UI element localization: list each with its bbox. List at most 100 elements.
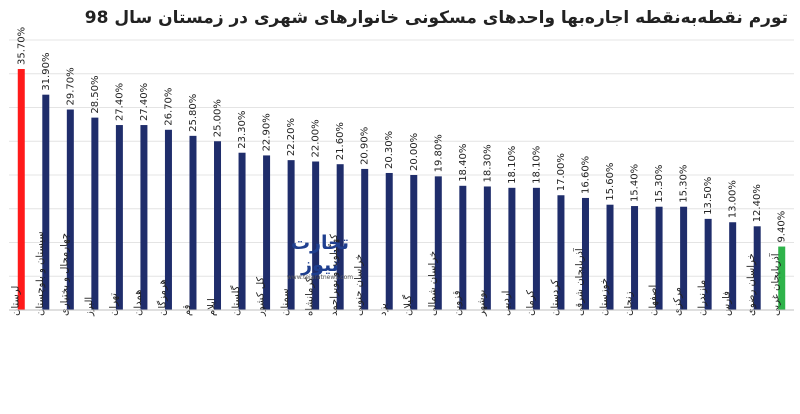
category-label: هرمزگان <box>156 279 168 316</box>
value-label: 15.30% <box>679 165 690 203</box>
value-label: 15.30% <box>654 165 665 203</box>
bar <box>17 69 25 311</box>
bar <box>581 197 589 310</box>
watermark-text: تجارت نیوز <box>291 232 349 276</box>
value-label: 15.60% <box>605 163 616 201</box>
chart-title: تورم نقطه‌به‌نقطه اجاره‌بها واحدهای مسکو… <box>84 8 788 28</box>
category-label: سیستان و بلوچستان <box>35 231 46 316</box>
category-label: تهران <box>108 293 119 316</box>
bar <box>532 187 540 310</box>
value-label: 20.30% <box>384 131 395 169</box>
category-label: سمنان <box>280 288 291 316</box>
value-label: 19.80% <box>433 134 444 172</box>
bar <box>557 195 565 310</box>
bar <box>606 204 614 310</box>
value-label: 27.40% <box>139 83 150 121</box>
category-label: خوزستان <box>599 278 610 316</box>
bar <box>434 176 442 310</box>
bar <box>91 117 99 310</box>
category-label: کل کشور <box>256 277 267 317</box>
bar <box>704 218 712 310</box>
bar <box>753 226 761 310</box>
value-label: 23.30% <box>237 111 248 149</box>
value-label: 22.00% <box>311 119 322 157</box>
value-label: 9.40% <box>777 211 788 243</box>
value-label: 18.30% <box>482 144 493 182</box>
category-label: ایلام <box>207 298 218 316</box>
category-label: خراسان شمالی <box>427 251 438 316</box>
bar <box>42 94 50 310</box>
category-label: قزوین <box>452 290 463 316</box>
value-label: 21.60% <box>335 122 346 160</box>
bar <box>778 246 786 310</box>
bar <box>287 160 295 310</box>
category-label: گلستان <box>230 285 242 316</box>
bar <box>263 155 271 310</box>
bar <box>214 141 222 310</box>
value-label: 28.50% <box>90 75 101 113</box>
watermark-logo: تجارت نیوز www.tejaratnews.com <box>272 232 368 281</box>
bar <box>115 125 123 310</box>
bar <box>385 172 393 310</box>
category-label: کرمانشاه <box>305 277 316 316</box>
bar <box>336 164 344 310</box>
value-label: 35.70% <box>16 27 27 65</box>
category-label: کردستان <box>550 279 561 316</box>
category-label: البرز <box>84 297 95 317</box>
watermark-url: www.tejaratnews.com <box>286 274 354 281</box>
value-label: 25.80% <box>188 94 199 132</box>
value-label: 20.90% <box>360 127 371 165</box>
category-label: زنجان <box>624 291 635 316</box>
bar <box>631 206 639 310</box>
category-label: آذربایجان شرقی <box>572 247 585 316</box>
bar <box>459 185 467 310</box>
category-label: کهگیلویه و بویراحمد <box>328 234 340 316</box>
value-label: 22.90% <box>262 113 273 151</box>
bar <box>189 135 197 310</box>
category-label: اردبیل <box>501 291 512 316</box>
value-label: 13.00% <box>728 180 739 218</box>
bar <box>361 168 369 310</box>
bar <box>680 206 688 310</box>
value-label: 17.00% <box>556 153 567 191</box>
category-label: فارس <box>722 291 733 316</box>
value-label: 13.50% <box>703 177 714 215</box>
value-label: 25.00% <box>213 99 224 137</box>
value-label: 18.10% <box>507 146 518 184</box>
bar <box>140 125 148 310</box>
value-label: 26.70% <box>163 88 174 126</box>
value-label: 18.10% <box>531 146 542 184</box>
bar <box>410 175 418 310</box>
bar <box>238 152 246 310</box>
bar <box>729 222 737 310</box>
category-label: آذربایجان غربی <box>769 252 782 316</box>
category-label: لرستان <box>10 286 21 316</box>
value-label: 16.60% <box>580 156 591 194</box>
value-label: 20.00% <box>409 133 420 171</box>
value-label: 31.90% <box>41 53 52 91</box>
value-label: 22.20% <box>286 118 297 156</box>
bar <box>164 129 172 310</box>
category-label: خراسان جنوبی <box>354 254 365 316</box>
category-label: اصفهان <box>648 285 659 316</box>
bar <box>312 161 320 310</box>
category-label: خراسان رضوی <box>746 253 757 316</box>
category-label: مرکزی <box>673 287 684 316</box>
value-label: 15.40% <box>630 164 641 202</box>
bar <box>508 187 516 310</box>
category-label: گیلان <box>402 295 414 316</box>
value-label: 12.40% <box>752 184 763 222</box>
bar <box>655 206 663 310</box>
category-label: مازندران <box>697 280 708 316</box>
bar <box>483 186 491 310</box>
bar <box>66 109 74 311</box>
value-label: 27.40% <box>114 83 125 121</box>
category-label: چهارمحال و بختیاری <box>59 233 70 316</box>
value-label: 29.70% <box>65 67 76 105</box>
category-label: کرمان <box>525 290 536 316</box>
value-label: 18.40% <box>458 144 469 182</box>
category-label: بوشهر <box>476 290 487 317</box>
category-label: همدان <box>133 290 144 316</box>
